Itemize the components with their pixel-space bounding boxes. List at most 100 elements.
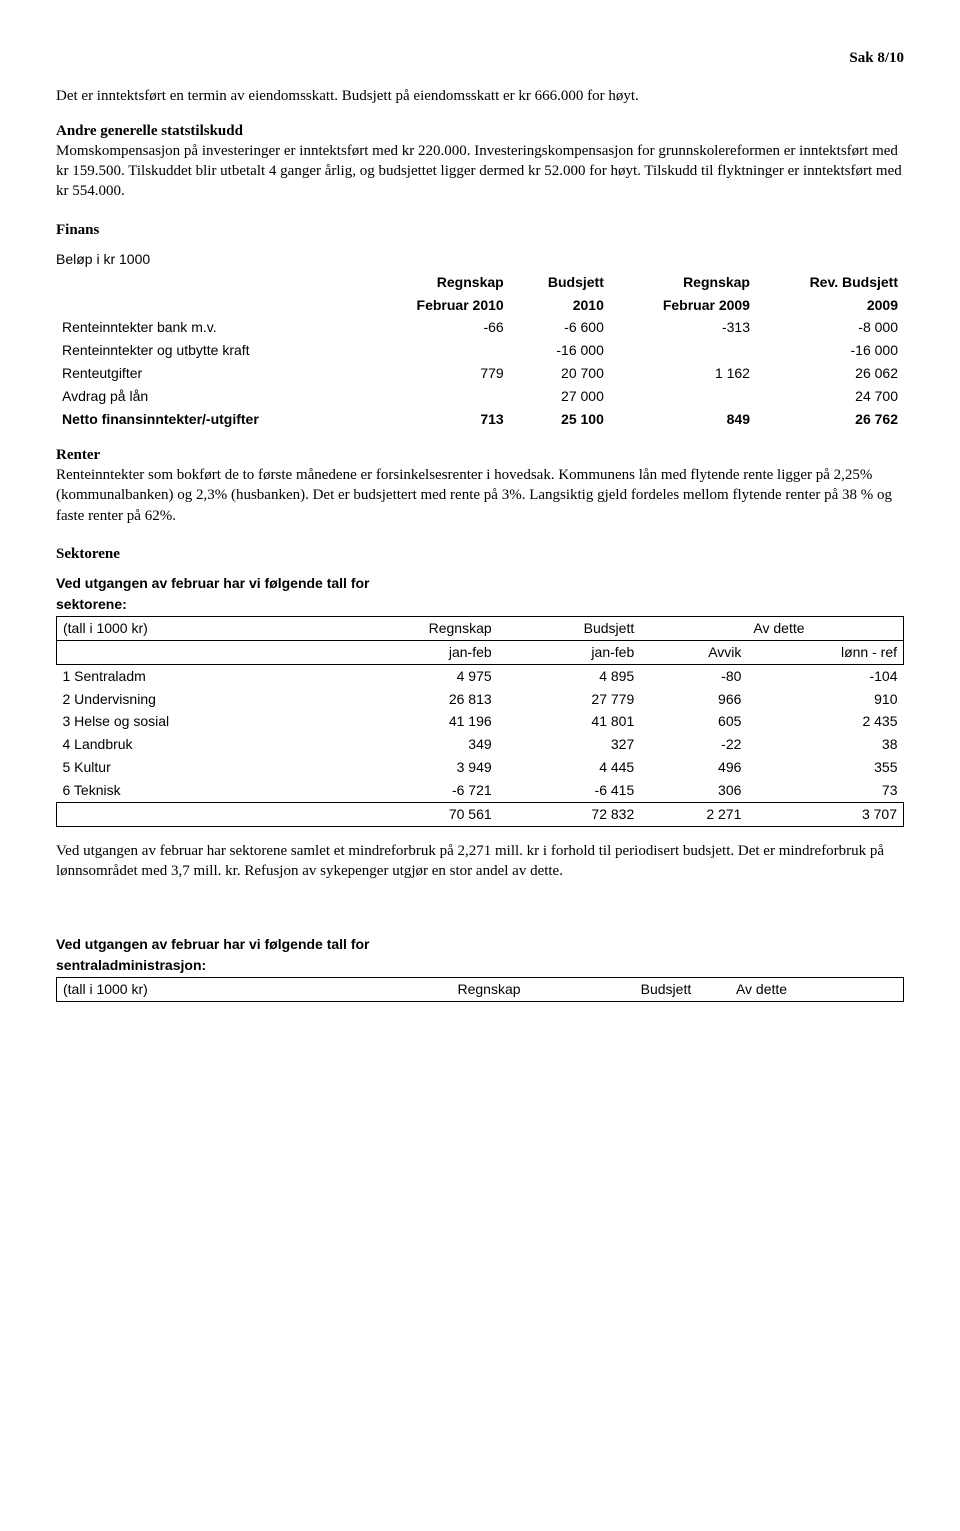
- cell: 349: [327, 733, 498, 756]
- statstilskudd-title: Andre generelle statstilskudd: [56, 123, 243, 139]
- cell: 306: [640, 779, 747, 802]
- cell: 72 832: [498, 803, 641, 827]
- cell: 26 762: [756, 408, 904, 431]
- table-row: 5 Kultur 3 949 4 445 496 355: [57, 756, 904, 779]
- table-row: Avdrag på lån 27 000 24 700: [56, 385, 904, 408]
- cell: 3 949: [327, 756, 498, 779]
- cell: 27 000: [510, 385, 610, 408]
- cell: 26 062: [756, 362, 904, 385]
- sekt-total-row: 70 561 72 832 2 271 3 707: [57, 803, 904, 827]
- paragraph-eiendomsskatt: Det er inntektsført en termin av eiendom…: [56, 86, 904, 106]
- cell: 25 100: [510, 408, 610, 431]
- cell: [640, 616, 747, 640]
- cell: [57, 803, 327, 827]
- cell: 779: [364, 362, 510, 385]
- cell: Regnskap: [327, 616, 498, 640]
- cell: 20 700: [510, 362, 610, 385]
- finans-col2-top: Budsjett: [510, 271, 610, 294]
- sekt-paragraph: Ved utgangen av februar har sektorene sa…: [56, 841, 904, 882]
- cell: -6 721: [327, 779, 498, 802]
- finans-heading: Finans: [56, 220, 904, 240]
- table-row: 2 Undervisning 26 813 27 779 966 910: [57, 688, 904, 711]
- cell: 910: [747, 688, 903, 711]
- cell: -80: [640, 664, 747, 687]
- cell: jan-feb: [327, 640, 498, 664]
- sektorene-heading: Sektorene: [56, 544, 904, 564]
- renter-heading: Renter: [56, 447, 100, 463]
- table-row: 4 Landbruk 349 327 -22 38: [57, 733, 904, 756]
- finans-total-row: Netto finansinntekter/-utgifter 713 25 1…: [56, 408, 904, 431]
- cell: jan-feb: [498, 640, 641, 664]
- sektorene-table: (tall i 1000 kr) Regnskap Budsjett Av de…: [56, 616, 904, 827]
- cell: 496: [640, 756, 747, 779]
- cell: Avvik: [640, 640, 747, 664]
- cell: -16 000: [756, 339, 904, 362]
- paragraph-statstilskudd: Andre generelle statstilskudd Momskompen…: [56, 121, 904, 202]
- table-row: 3 Helse og sosial 41 196 41 801 605 2 43…: [57, 710, 904, 733]
- cell: 4 Landbruk: [57, 733, 327, 756]
- cell: 6 Teknisk: [57, 779, 327, 802]
- cell: [610, 385, 756, 408]
- cell: Budsjett: [527, 978, 698, 1002]
- cell: Renteutgifter: [56, 362, 364, 385]
- cell: 2 271: [640, 803, 747, 827]
- cell: Regnskap: [322, 978, 527, 1002]
- cell: 4 895: [498, 664, 641, 687]
- cell: (tall i 1000 kr): [57, 616, 327, 640]
- table-row: 6 Teknisk -6 721 -6 415 306 73: [57, 779, 904, 802]
- renter-body: Renteinntekter som bokført de to første …: [56, 467, 892, 524]
- finans-col0-top: [56, 271, 364, 294]
- finans-col3-bot: Februar 2009: [610, 294, 756, 317]
- page-case-number: Sak 8/10: [56, 48, 904, 68]
- cell: 713: [364, 408, 510, 431]
- table-row: Renteinntekter og utbytte kraft -16 000 …: [56, 339, 904, 362]
- cell: Renteinntekter og utbytte kraft: [56, 339, 364, 362]
- cell: 5 Kultur: [57, 756, 327, 779]
- cell: -313: [610, 316, 756, 339]
- finans-col1-top: Regnskap: [364, 271, 510, 294]
- cell: 24 700: [756, 385, 904, 408]
- cell: Av dette: [747, 616, 903, 640]
- cell: -104: [747, 664, 903, 687]
- finans-col4-bot: 2009: [756, 294, 904, 317]
- cell: 2 435: [747, 710, 903, 733]
- renter-paragraph: Renter Renteinntekter som bokført de to …: [56, 445, 904, 526]
- cell: (tall i 1000 kr): [57, 978, 322, 1002]
- cell: 327: [498, 733, 641, 756]
- cell: 605: [640, 710, 747, 733]
- sentral-caption-2: sentraladministrasjon:: [56, 956, 904, 975]
- cell: 849: [610, 408, 756, 431]
- cell: 355: [747, 756, 903, 779]
- sekt-caption-1: Ved utgangen av februar har vi følgende …: [56, 574, 904, 593]
- cell: -16 000: [510, 339, 610, 362]
- cell: 4 445: [498, 756, 641, 779]
- cell: [610, 339, 756, 362]
- cell: 1 162: [610, 362, 756, 385]
- cell: 41 196: [327, 710, 498, 733]
- cell: 70 561: [327, 803, 498, 827]
- statstilskudd-body: Momskompensasjon på investeringer er inn…: [56, 143, 902, 200]
- cell: -6 600: [510, 316, 610, 339]
- sekt-header-row-2: jan-feb jan-feb Avvik lønn - ref: [57, 640, 904, 664]
- cell: 26 813: [327, 688, 498, 711]
- cell: -6 415: [498, 779, 641, 802]
- finans-col2-bot: 2010: [510, 294, 610, 317]
- cell: 3 Helse og sosial: [57, 710, 327, 733]
- finans-table: Regnskap Budsjett Regnskap Rev. Budsjett…: [56, 271, 904, 431]
- finans-col3-top: Regnskap: [610, 271, 756, 294]
- cell: [57, 640, 327, 664]
- cell: Budsjett: [498, 616, 641, 640]
- cell: -66: [364, 316, 510, 339]
- table-row: Renteinntekter bank m.v. -66 -6 600 -313…: [56, 316, 904, 339]
- cell: 38: [747, 733, 903, 756]
- finans-col4-top: Rev. Budsjett: [756, 271, 904, 294]
- cell: Renteinntekter bank m.v.: [56, 316, 364, 339]
- cell: Netto finansinntekter/-utgifter: [56, 408, 364, 431]
- cell: -22: [640, 733, 747, 756]
- cell: 4 975: [327, 664, 498, 687]
- cell: [697, 978, 730, 1002]
- cell: 3 707: [747, 803, 903, 827]
- cell: 2 Undervisning: [57, 688, 327, 711]
- cell: 41 801: [498, 710, 641, 733]
- cell: [364, 339, 510, 362]
